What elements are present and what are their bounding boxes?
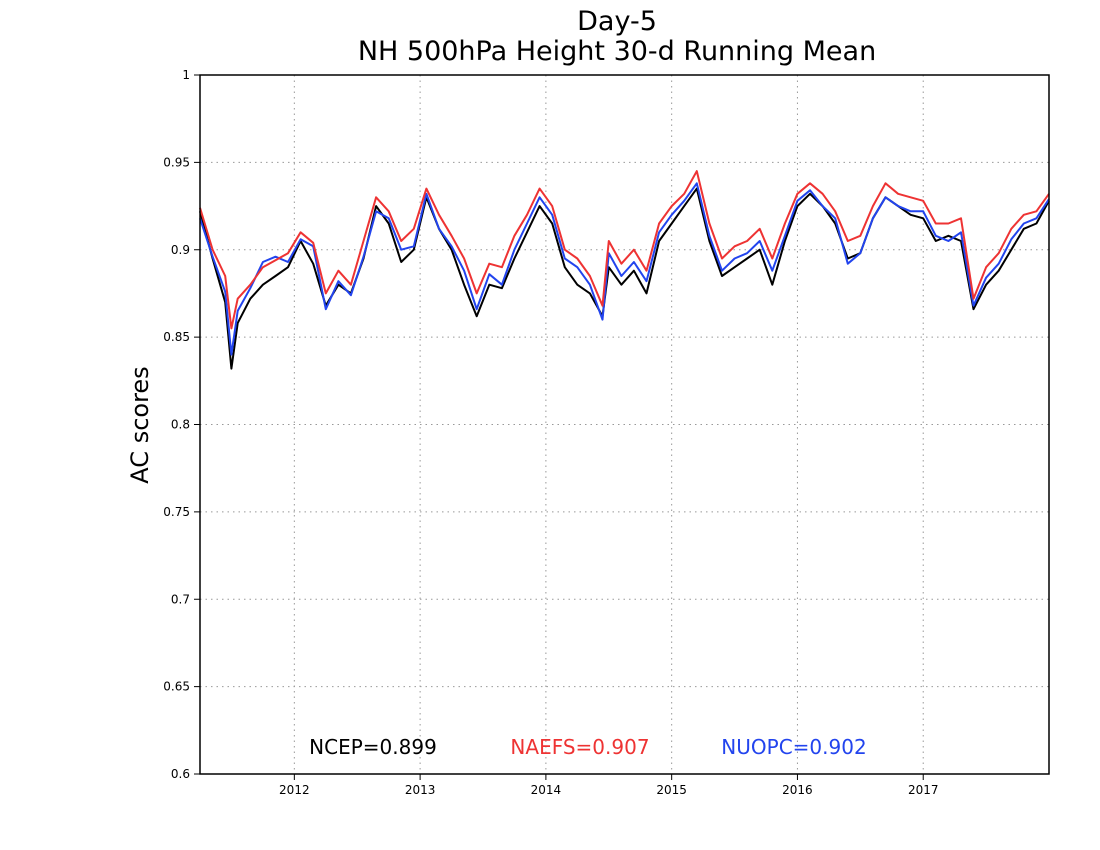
axis-ticks: 0.6 0.65 0.7 0.75 0.8 0.85 0.9 0.95 1 2012 2013 201… — [163, 68, 938, 797]
grid — [200, 75, 1049, 774]
y-tick-label: 0.9 — [171, 243, 190, 257]
x-tick-label: 2012 — [279, 783, 310, 797]
x-tick-label: 2014 — [531, 783, 562, 797]
y-tick-label: 0.6 — [171, 767, 190, 781]
x-tick-label: 2013 — [405, 783, 436, 797]
chart-title: Day-5 — [577, 6, 657, 37]
x-tick-label: 2017 — [908, 783, 939, 797]
x-tick-label: 2015 — [656, 783, 687, 797]
naefs-score-label: NAEFS=0.907 — [510, 735, 649, 759]
naefs-series-line — [199, 170, 1050, 330]
y-tick-label: 0.95 — [163, 155, 190, 169]
ncep-score-label: NCEP=0.899 — [309, 735, 437, 759]
y-tick-label: 0.65 — [163, 680, 190, 694]
y-tick-label: 1 — [182, 68, 190, 82]
x-tick-label: 2016 — [782, 783, 813, 797]
y-tick-label: 0.75 — [163, 505, 190, 519]
y-tick-label: 0.85 — [163, 330, 190, 344]
y-tick-label: 0.7 — [171, 592, 190, 606]
y-axis-label: AC scores — [126, 366, 154, 483]
nuopc-series-line — [199, 182, 1050, 356]
nuopc-score-label: NUOPC=0.902 — [721, 735, 866, 759]
y-tick-label: 0.8 — [171, 418, 190, 432]
series-lines — [199, 170, 1050, 370]
ncep-series-line — [199, 187, 1050, 370]
plot-frame — [199, 74, 1050, 775]
chart-subtitle: NH 500hPa Height 30-d Running Mean — [358, 36, 876, 67]
